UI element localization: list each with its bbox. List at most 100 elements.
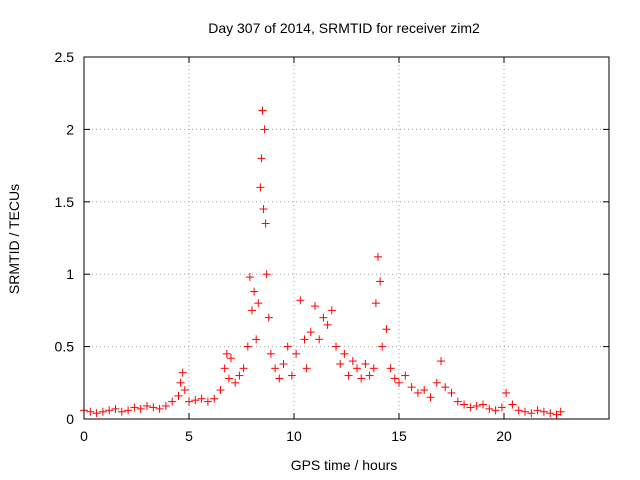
data-point <box>271 364 280 373</box>
data-point <box>453 397 462 406</box>
data-point <box>264 313 273 322</box>
data-point <box>539 407 548 416</box>
data-point <box>257 154 266 163</box>
data-point <box>266 349 275 358</box>
data-point <box>168 397 177 406</box>
data-point <box>369 364 378 373</box>
data-point <box>124 406 133 415</box>
data-point <box>231 378 240 387</box>
data-point <box>258 106 267 115</box>
data-point <box>283 342 292 351</box>
data-point <box>376 277 385 286</box>
x-tick-labels: 0 5 10 15 20 <box>80 428 512 444</box>
data-point <box>527 409 536 418</box>
data-point <box>361 359 370 368</box>
data-point <box>426 393 435 402</box>
data-point <box>252 335 261 344</box>
data-point <box>491 406 500 415</box>
data-point <box>250 287 259 296</box>
data-point <box>149 403 158 412</box>
data-point <box>497 403 506 412</box>
y-tick-label: 2.5 <box>55 49 75 65</box>
data-point <box>432 378 441 387</box>
data-point <box>224 374 233 383</box>
data-point <box>479 400 487 409</box>
data-point <box>460 400 469 409</box>
x-axis-title: GPS time / hours <box>291 457 398 473</box>
data-point <box>222 349 231 358</box>
data-point <box>533 406 542 415</box>
data-point <box>447 388 456 397</box>
data-point <box>155 404 164 413</box>
data-point <box>340 349 349 358</box>
data-point <box>260 125 269 134</box>
data-point <box>136 404 145 413</box>
data-point <box>353 364 361 373</box>
data-point <box>161 401 170 410</box>
data-point <box>514 406 523 415</box>
data-point <box>174 391 183 400</box>
data-point <box>332 342 340 351</box>
chart-title: Day 307 of 2014, SRMTID for receiver zim… <box>208 20 480 36</box>
data-point <box>86 407 95 416</box>
data-point <box>176 378 185 387</box>
data-point <box>508 400 517 409</box>
data-point <box>357 374 366 383</box>
data-point <box>248 306 256 315</box>
data-point <box>485 404 494 413</box>
data-point <box>413 388 422 397</box>
data-point <box>261 219 270 228</box>
data-point <box>191 396 200 405</box>
data-point <box>441 383 450 392</box>
data-point <box>185 397 193 406</box>
data-point <box>437 357 445 366</box>
data-point <box>371 299 380 308</box>
data-point <box>279 359 288 368</box>
axis-ticks <box>83 56 609 420</box>
data-point <box>386 364 395 373</box>
plot-frame <box>83 56 610 420</box>
data-point <box>275 374 284 383</box>
y-tick-label: 2 <box>66 121 74 137</box>
data-point <box>552 410 561 419</box>
data-point <box>117 407 126 416</box>
data-point <box>521 407 529 416</box>
data-point <box>254 299 263 308</box>
data-point <box>466 403 475 412</box>
data-points <box>80 106 565 419</box>
data-point <box>502 388 511 397</box>
x-tick-label: 20 <box>496 428 512 444</box>
data-point <box>348 357 357 366</box>
data-point <box>420 386 429 395</box>
data-point <box>287 371 296 380</box>
data-point <box>365 371 374 380</box>
x-tick-label: 15 <box>391 428 407 444</box>
data-point <box>344 371 353 380</box>
x-tick-label: 0 <box>80 428 88 444</box>
x-tick-label: 10 <box>286 428 302 444</box>
data-point <box>259 205 268 214</box>
y-tick-label: 1.5 <box>55 194 75 210</box>
data-point <box>407 383 416 392</box>
data-point <box>556 407 565 416</box>
data-point <box>374 252 382 261</box>
y-tick-label: 0.5 <box>55 339 75 355</box>
data-point <box>178 368 187 377</box>
data-point <box>390 374 399 383</box>
data-point <box>323 320 332 329</box>
data-point <box>401 371 410 380</box>
y-axis-title: SRMTID / TECUs <box>6 184 22 294</box>
data-point <box>300 335 309 344</box>
data-point <box>111 404 120 413</box>
data-point <box>92 409 101 418</box>
data-point <box>302 364 311 373</box>
data-point <box>180 386 189 395</box>
x-tick-label: 5 <box>185 428 193 444</box>
data-point <box>130 403 139 412</box>
data-point <box>296 296 305 305</box>
data-point <box>327 306 336 315</box>
grid-lines <box>84 57 609 419</box>
data-point <box>472 401 481 410</box>
data-point <box>315 335 324 344</box>
